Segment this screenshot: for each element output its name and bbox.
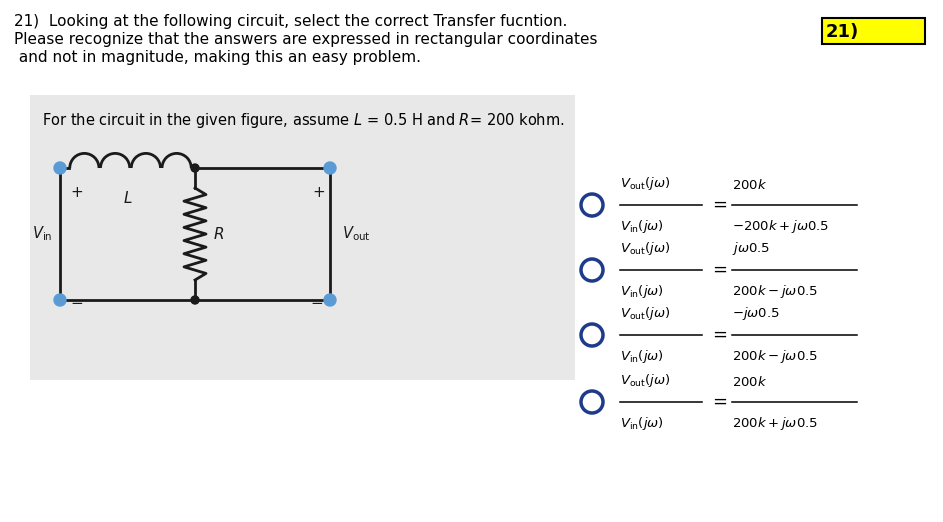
Text: $V_{\rm out}(j\omega)$: $V_{\rm out}(j\omega)$ [620,372,670,389]
Text: $L$: $L$ [123,190,132,206]
Text: $200 k$: $200 k$ [732,375,768,389]
Text: $V_{\rm in}(j\omega)$: $V_{\rm in}(j\omega)$ [620,283,664,300]
Text: $V_{\rm in}(j\omega)$: $V_{\rm in}(j\omega)$ [620,415,664,432]
Text: $-200 k+j\omega 0.5$: $-200 k+j\omega 0.5$ [732,218,829,235]
Text: $V_\mathrm{out}$: $V_\mathrm{out}$ [342,224,371,243]
Text: +: + [70,185,83,200]
Circle shape [191,296,199,304]
Circle shape [54,294,66,306]
Text: −: − [310,296,323,311]
Circle shape [324,162,336,174]
Text: and not in magnitude, making this an easy problem.: and not in magnitude, making this an eas… [14,50,421,65]
Text: $V_{\rm out}(j\omega)$: $V_{\rm out}(j\omega)$ [620,175,670,192]
Text: 21): 21) [826,23,859,41]
FancyBboxPatch shape [822,18,925,44]
Text: $V_\mathrm{in}$: $V_\mathrm{in}$ [31,224,52,243]
Circle shape [324,294,336,306]
Text: Please recognize that the answers are expressed in rectangular coordinates: Please recognize that the answers are ex… [14,32,598,47]
Text: $V_{\rm out}(j\omega)$: $V_{\rm out}(j\omega)$ [620,305,670,322]
FancyBboxPatch shape [30,95,575,380]
Text: 21)  Looking at the following circuit, select the correct Transfer fucntion.: 21) Looking at the following circuit, se… [14,14,568,29]
Text: $j\omega 0.5$: $j\omega 0.5$ [732,240,770,257]
Text: +: + [312,185,324,200]
Text: $200 k$: $200 k$ [732,178,768,192]
Text: $V_{\rm in}(j\omega)$: $V_{\rm in}(j\omega)$ [620,218,664,235]
Text: −: − [70,296,83,311]
Text: =: = [712,261,727,279]
Text: $200 k-j\omega 0.5$: $200 k-j\omega 0.5$ [732,348,818,365]
Text: =: = [712,196,727,214]
Text: =: = [712,326,727,344]
Text: $V_{\rm out}(j\omega)$: $V_{\rm out}(j\omega)$ [620,240,670,257]
Text: $200 k-j\omega 0.5$: $200 k-j\omega 0.5$ [732,283,818,300]
Text: For the circuit in the given figure, assume $L$ = 0.5 H and $R$= 200 kohm.: For the circuit in the given figure, ass… [42,111,565,130]
Text: $R$: $R$ [213,226,224,242]
Text: $200 k+j\omega 0.5$: $200 k+j\omega 0.5$ [732,415,818,432]
Text: =: = [712,393,727,411]
Circle shape [54,162,66,174]
Circle shape [191,164,199,172]
Text: $V_{\rm in}(j\omega)$: $V_{\rm in}(j\omega)$ [620,348,664,365]
Text: $-j\omega 0.5$: $-j\omega 0.5$ [732,305,780,322]
